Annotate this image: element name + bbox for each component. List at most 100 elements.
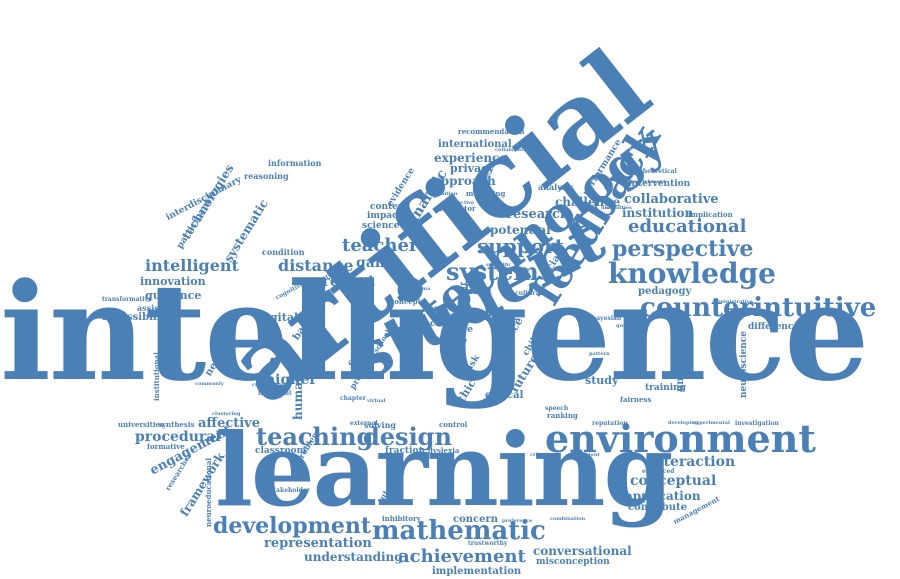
word-research: research: [506, 207, 570, 222]
word-assistant: assistant: [137, 303, 178, 313]
word-important: important: [258, 390, 292, 397]
word-synthesis: synthesis: [158, 420, 195, 429]
word-innovation: innovation: [140, 275, 206, 288]
word-learning: learning: [215, 411, 673, 529]
word-change: change: [432, 255, 453, 261]
word-speech: speech: [545, 405, 569, 412]
word-environment: environment: [545, 416, 816, 461]
word-administrative: administrative: [712, 299, 753, 305]
word-experience: experience: [434, 151, 507, 165]
word-educational: educational: [628, 216, 747, 237]
word-literacy: literacy: [453, 309, 479, 316]
word-investigation: investigation: [735, 420, 779, 427]
word-curriculum: curriculum: [252, 382, 284, 388]
word-interactive: interactive: [444, 200, 475, 206]
word-development: development: [213, 513, 372, 539]
word-intelligence: intelligence: [0, 253, 869, 411]
word-implication: implication: [688, 210, 733, 219]
word-system: system: [446, 257, 539, 286]
word-teaching: teaching: [256, 422, 374, 451]
word-fraction: fraction: [385, 446, 426, 456]
word-classroom: classroom: [255, 446, 307, 456]
word-support: support: [477, 234, 564, 258]
word-ranking: ranking: [547, 411, 578, 420]
word-transformative: transformative: [102, 296, 152, 303]
word-clustering: clustering: [212, 411, 241, 417]
word-science: science: [362, 221, 400, 231]
word-universities: universities: [118, 420, 164, 429]
word-accessibility: accessibility: [102, 312, 171, 323]
word-developing: developing: [668, 420, 699, 426]
word-achievement: achievement: [398, 546, 526, 567]
word-conceptual: conceptual: [630, 473, 717, 489]
word-representation: representation: [264, 536, 372, 551]
word-mathematic: mathematic: [372, 516, 546, 546]
word-intelligent: intelligent: [145, 256, 239, 275]
word-recommendation: recommendation: [458, 127, 525, 136]
word-commonly: commonly: [195, 381, 224, 387]
word-contribute: contribute: [628, 502, 687, 513]
word-institutional: institutional: [152, 352, 161, 401]
word-question: question: [616, 323, 641, 329]
word-intervention: intervention: [628, 179, 691, 189]
word-reasoning: reasoning: [244, 171, 289, 181]
word-recognition: recognition: [425, 191, 458, 197]
word-collaborative: collaborative: [624, 192, 719, 207]
word-chapter: chapter: [340, 395, 366, 402]
word-impact: impact: [367, 211, 402, 221]
word-theoretical: theoretical: [640, 168, 677, 175]
word-bayesian: bayesian: [592, 315, 622, 322]
word-reputation: reputation: [592, 420, 628, 427]
word-report: report: [322, 272, 375, 290]
word-study: study: [585, 374, 619, 387]
word-inhibitory: inhibitory: [382, 514, 421, 523]
word-understanding: understanding: [304, 550, 403, 564]
word-distance: distance: [278, 256, 354, 275]
word-pedagogy: pedagogy: [638, 286, 692, 297]
word-preference: preference: [502, 518, 533, 524]
word-prisma: prisma: [411, 286, 431, 292]
word-game: game: [356, 255, 399, 271]
word-pattern: pattern: [589, 351, 610, 357]
word-affective: affective: [198, 416, 261, 431]
word-external: external: [350, 420, 378, 427]
word-enrichment: enrichment: [633, 179, 666, 185]
word-virtual: virtual: [367, 398, 386, 404]
word-disabilities: disabilities: [601, 205, 632, 211]
word-solving: solving: [364, 420, 396, 430]
word-survey: survey: [393, 307, 419, 316]
word-design: design: [363, 422, 452, 451]
word-data: data: [460, 283, 492, 298]
word-context: context: [370, 202, 408, 212]
word-interaction: interaction: [648, 454, 736, 470]
word-international: international: [438, 139, 512, 150]
word-neuroscience: neuroscience: [739, 331, 749, 398]
word-counterintuitive: counterintuitive: [640, 293, 877, 323]
word-guidance: guidance: [145, 289, 202, 302]
word-concept: concept: [390, 297, 421, 306]
word-information: information: [268, 158, 322, 168]
word-ethical: ethical: [485, 390, 524, 401]
word-teacher: teacher: [342, 235, 419, 256]
word-cultural: cultural: [515, 290, 542, 297]
word-behaviour: behaviour: [572, 452, 600, 458]
word-scientific: scientific: [486, 262, 512, 268]
word-human: human: [291, 373, 305, 420]
word-privacy: privacy: [450, 162, 495, 175]
word-higher: higher: [265, 372, 317, 388]
word-affect: affect: [411, 319, 440, 329]
word-training: training: [645, 383, 686, 393]
word-formative: formative: [147, 442, 185, 451]
word-concern: concern: [453, 514, 499, 525]
word-paper: paper: [426, 305, 446, 312]
word-trustworthy: trustworthy: [468, 540, 508, 547]
word-fairness: fairness: [620, 395, 652, 404]
word-dyslexia: dyslexia: [428, 446, 460, 455]
word-institution: institution: [622, 206, 694, 220]
word-potential: potential: [490, 223, 551, 237]
word-misconception: misconception: [536, 557, 610, 567]
word-application: application: [625, 489, 701, 503]
word-criterion: criterion: [530, 452, 555, 458]
word-experimental: experimental: [693, 420, 730, 426]
